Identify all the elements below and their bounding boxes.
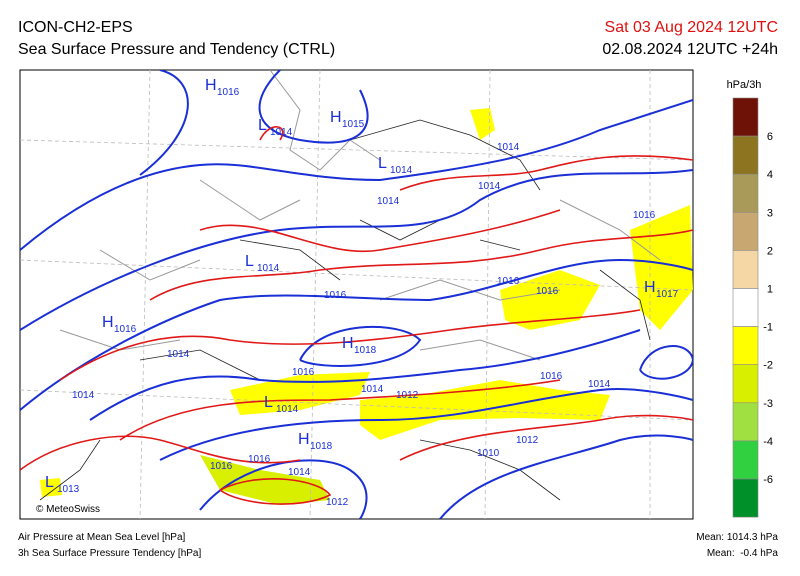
isobar-label: 1016	[210, 461, 233, 472]
isobar-label: 1014	[497, 142, 520, 153]
legend-label: 4	[767, 169, 773, 181]
center-symbol: L	[258, 117, 267, 134]
isobar-label: 1016	[248, 454, 271, 465]
isobar-label: 1010	[477, 448, 500, 459]
isobars-blue	[20, 70, 693, 519]
legend-swatch	[732, 326, 759, 366]
isobar-label: 1014	[478, 181, 501, 192]
center-symbol: H	[342, 335, 354, 352]
isobar-label: 1016	[633, 210, 656, 221]
center-value: 1016	[114, 324, 137, 335]
mean-pressure: Mean: 1014.3 hPa	[696, 532, 778, 543]
footer-line-2: 3h Sea Surface Pressure Tendency [hPa]	[18, 548, 201, 559]
legend-swatch	[732, 478, 759, 518]
isobar-label: 1016	[540, 371, 563, 382]
center-symbol: H	[102, 314, 114, 331]
center-value: 1014	[276, 404, 299, 415]
center-value: 1013	[57, 484, 80, 495]
isobar-label: 1016	[324, 290, 347, 301]
center-symbol: L	[45, 474, 54, 491]
isobar-label: 1014	[588, 379, 611, 390]
isobar-label: 1012	[516, 435, 539, 446]
legend-swatch	[732, 288, 759, 327]
legend-swatch	[732, 212, 759, 251]
center-symbol: L	[264, 394, 273, 411]
map-area	[19, 69, 694, 520]
legend-label: -2	[763, 360, 773, 372]
center-value: 1014	[257, 263, 280, 274]
legend-swatch	[732, 364, 759, 404]
legend-swatch	[732, 440, 759, 480]
legend-swatch	[732, 97, 759, 137]
center-symbol: H	[298, 431, 310, 448]
legend-swatch	[732, 135, 759, 175]
credit: © MeteoSwiss	[36, 504, 100, 515]
legend: 6 4 3 2 1 -1 -2 -3 -4 -6	[732, 97, 773, 518]
isobar-label: 1014	[361, 384, 384, 395]
legend-swatch	[732, 173, 759, 213]
legend-label: 3	[767, 207, 773, 219]
tendency-areas	[40, 108, 693, 505]
center-value: 1014	[390, 165, 413, 176]
legend-label: -4	[763, 436, 773, 448]
legend-label: -6	[763, 474, 773, 486]
center-value: 1017	[656, 289, 679, 300]
legend-label: 1	[767, 284, 773, 296]
center-symbol: L	[245, 253, 254, 270]
center-value: 1018	[310, 441, 333, 452]
legend-label: -1	[763, 322, 773, 334]
isobar-label: 1016	[497, 276, 520, 287]
center-value: 1014	[270, 127, 293, 138]
legend-label: -3	[763, 398, 773, 410]
run-time: 02.08.2024 12UTC +24h	[602, 41, 778, 58]
isobar-label: 1016	[536, 286, 559, 297]
center-symbol: H	[205, 77, 217, 94]
center-symbol: H	[330, 109, 342, 126]
isobar-label: 1014	[72, 390, 95, 401]
legend-swatch	[732, 250, 759, 289]
isobars-red	[20, 126, 693, 505]
footer-line-1: Air Pressure at Mean Sea Level [hPa]	[18, 532, 186, 543]
center-value: 1015	[342, 119, 365, 130]
model-name: ICON-CH2-EPS	[18, 19, 133, 36]
isobar-label: 1014	[377, 196, 400, 207]
isobar-label: 1016	[292, 367, 315, 378]
mean-tendency: Mean: -0.4 hPa	[707, 548, 779, 559]
map-title: Sea Surface Pressure and Tendency (CTRL)	[18, 41, 335, 58]
isobar-labels: 1014 1014 1014 1016 1016 1016 1016 1014 1014 1016…	[72, 142, 656, 508]
isobar-label: 1014	[288, 467, 311, 478]
legend-label: 2	[767, 245, 773, 257]
isobar-label: 1012	[326, 497, 349, 508]
center-value: 1018	[354, 345, 377, 356]
isobar-label: 1012	[396, 390, 419, 401]
center-symbol: L	[378, 155, 387, 172]
isobar-label: 1014	[167, 349, 190, 360]
legend-swatch	[732, 402, 759, 442]
center-symbol: H	[644, 279, 656, 296]
center-value: 1016	[217, 87, 240, 98]
valid-time: Sat 03 Aug 2024 12UTC	[605, 19, 778, 36]
legend-unit: hPa/3h	[727, 79, 762, 91]
legend-label: 6	[767, 131, 773, 143]
